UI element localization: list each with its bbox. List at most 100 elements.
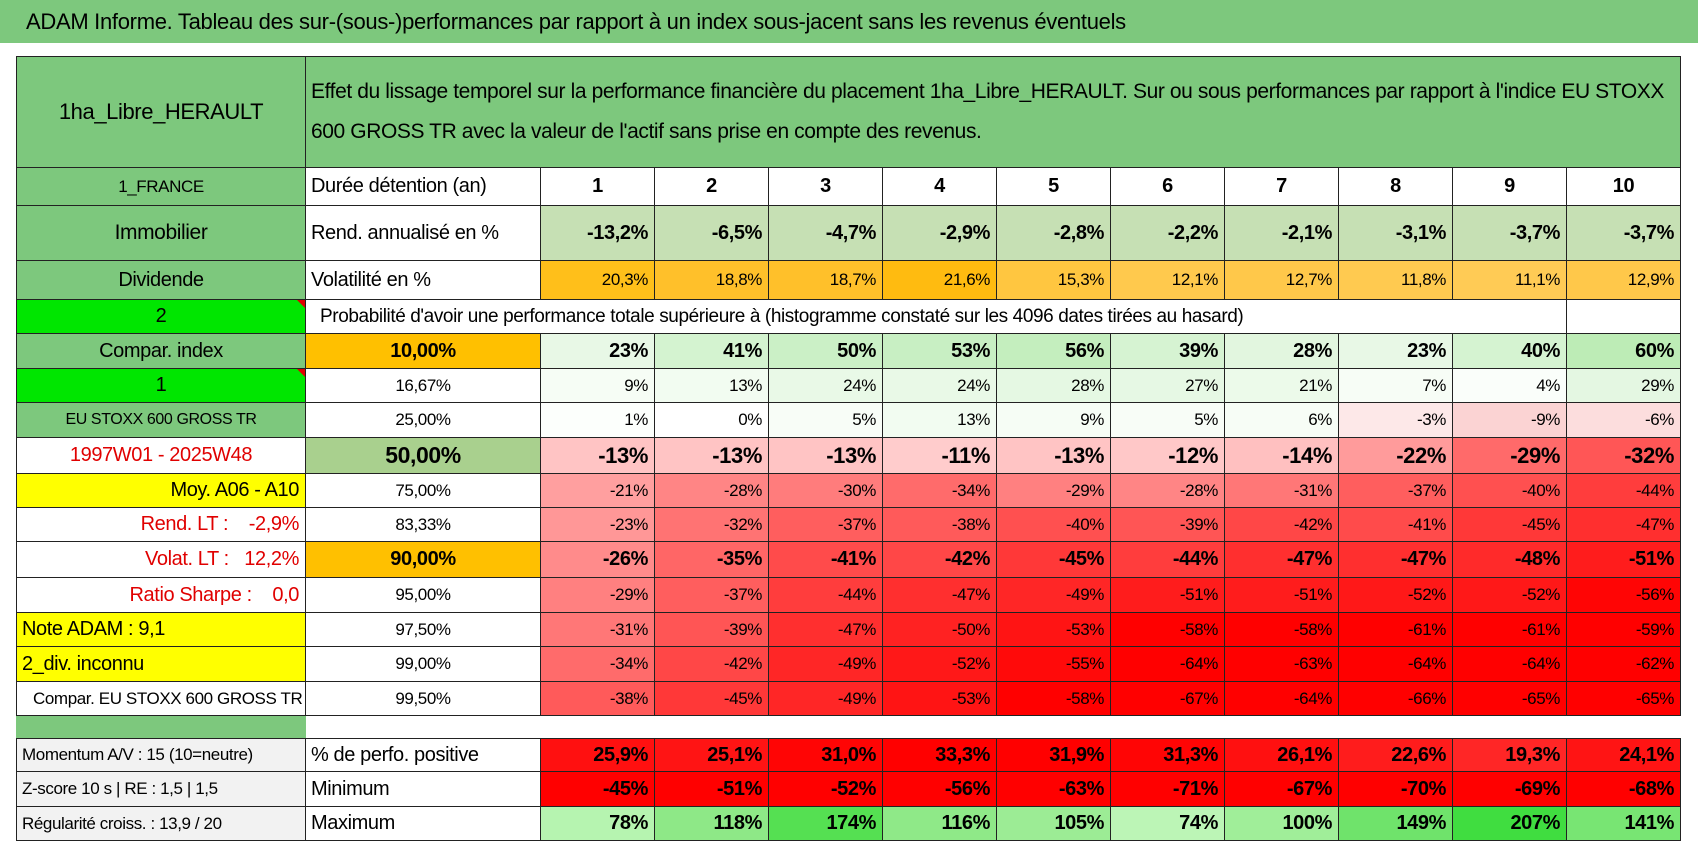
value-cell: -6,5% xyxy=(655,206,769,261)
column-header: 5 xyxy=(997,168,1111,206)
value-cell: -29% xyxy=(1453,438,1567,474)
value-cell: -34% xyxy=(883,474,997,508)
row-heading: 1 xyxy=(16,369,306,403)
value-cell: -63% xyxy=(1225,647,1339,682)
value-cell: -41% xyxy=(769,542,883,578)
value-cell: -32% xyxy=(1567,438,1681,474)
value-cell: -52% xyxy=(1339,578,1453,613)
value-cell: -59% xyxy=(1567,613,1681,647)
summary-heading: Momentum A/V : 15 (10=neutre) xyxy=(16,738,306,772)
summary-value: 25,9% xyxy=(541,738,655,772)
summary-value: 33,3% xyxy=(883,738,997,772)
column-header: 7 xyxy=(1225,168,1339,206)
value-cell: 23% xyxy=(541,334,655,369)
value-cell: -40% xyxy=(1453,474,1567,508)
row-label: 97,50% xyxy=(306,613,541,647)
description: Effet du lissage temporel sur la perform… xyxy=(306,56,1681,168)
value-cell: -30% xyxy=(769,474,883,508)
value-cell: 15,3% xyxy=(997,261,1111,300)
value-cell: -48% xyxy=(1453,542,1567,578)
value-cell: -32% xyxy=(655,508,769,542)
value-cell: -23% xyxy=(541,508,655,542)
summary-value: -69% xyxy=(1453,772,1567,807)
value-cell: -41% xyxy=(1339,508,1453,542)
value-cell: -39% xyxy=(655,613,769,647)
value-cell: 40% xyxy=(1453,334,1567,369)
summary-value: 116% xyxy=(883,807,997,841)
row-label: 99,00% xyxy=(306,647,541,682)
summary-value: 26,1% xyxy=(1225,738,1339,772)
value-cell: -40% xyxy=(997,508,1111,542)
value-cell: -47% xyxy=(1567,508,1681,542)
value-cell: 1% xyxy=(541,403,655,438)
value-cell: -13,2% xyxy=(541,206,655,261)
row-label: 25,00% xyxy=(306,403,541,438)
value-cell: -2,9% xyxy=(883,206,997,261)
value-cell: -51% xyxy=(1111,578,1225,613)
value-cell: -47% xyxy=(769,613,883,647)
value-cell: -21% xyxy=(541,474,655,508)
value-cell: -66% xyxy=(1339,682,1453,716)
value-cell: -58% xyxy=(1111,613,1225,647)
value-cell: -44% xyxy=(1111,542,1225,578)
value-cell: -39% xyxy=(1111,508,1225,542)
value-cell: 53% xyxy=(883,334,997,369)
value-cell: 9% xyxy=(541,369,655,403)
value-cell: -29% xyxy=(541,578,655,613)
summary-value: -71% xyxy=(1111,772,1225,807)
spacer xyxy=(16,716,306,738)
summary-value: 100% xyxy=(1225,807,1339,841)
column-header: 10 xyxy=(1567,168,1681,206)
value-cell: -64% xyxy=(1111,647,1225,682)
column-header: 1 xyxy=(541,168,655,206)
value-cell: -65% xyxy=(1567,682,1681,716)
value-cell: -34% xyxy=(541,647,655,682)
value-cell: -4,7% xyxy=(769,206,883,261)
value-cell: -35% xyxy=(655,542,769,578)
value-cell: 21% xyxy=(1225,369,1339,403)
value-cell: 13% xyxy=(655,369,769,403)
summary-value: -51% xyxy=(655,772,769,807)
row-label: 10,00% xyxy=(306,334,541,369)
value-cell: -49% xyxy=(997,578,1111,613)
summary-value: 105% xyxy=(997,807,1111,841)
summary-value: 31,9% xyxy=(997,738,1111,772)
row-heading: Rend. LT : -2,9% xyxy=(16,508,306,542)
value-cell: -2,8% xyxy=(997,206,1111,261)
value-cell: -3% xyxy=(1339,403,1453,438)
comment-marker xyxy=(297,369,305,377)
summary-value: 78% xyxy=(541,807,655,841)
value-cell: -49% xyxy=(769,647,883,682)
value-cell: 23% xyxy=(1339,334,1453,369)
value-cell: -58% xyxy=(997,682,1111,716)
column-header: 4 xyxy=(883,168,997,206)
value-cell: -3,7% xyxy=(1453,206,1567,261)
value-cell: -37% xyxy=(1339,474,1453,508)
value-cell: 7% xyxy=(1339,369,1453,403)
row-heading: 1_FRANCE xyxy=(16,168,306,206)
value-cell: 27% xyxy=(1111,369,1225,403)
value-cell: 9% xyxy=(997,403,1111,438)
summary-value: 31,3% xyxy=(1111,738,1225,772)
value-cell: 21,6% xyxy=(883,261,997,300)
value-cell: -58% xyxy=(1225,613,1339,647)
summary-heading: Régularité croiss. : 13,9 / 20 xyxy=(16,807,306,841)
summary-value: 141% xyxy=(1567,807,1681,841)
summary-value: 149% xyxy=(1339,807,1453,841)
row-label: 99,50% xyxy=(306,682,541,716)
row-label: 50,00% xyxy=(306,438,541,474)
value-cell: 28% xyxy=(1225,334,1339,369)
summary-value: 174% xyxy=(769,807,883,841)
summary-value: 25,1% xyxy=(655,738,769,772)
value-cell: -45% xyxy=(1453,508,1567,542)
value-cell: -47% xyxy=(883,578,997,613)
value-cell: -62% xyxy=(1567,647,1681,682)
value-cell: -56% xyxy=(1567,578,1681,613)
value-cell: -13% xyxy=(769,438,883,474)
row-heading: EU STOXX 600 GROSS TR xyxy=(16,403,306,438)
value-cell: 18,7% xyxy=(769,261,883,300)
value-cell: -45% xyxy=(997,542,1111,578)
value-cell: -22% xyxy=(1339,438,1453,474)
value-cell: -31% xyxy=(541,613,655,647)
